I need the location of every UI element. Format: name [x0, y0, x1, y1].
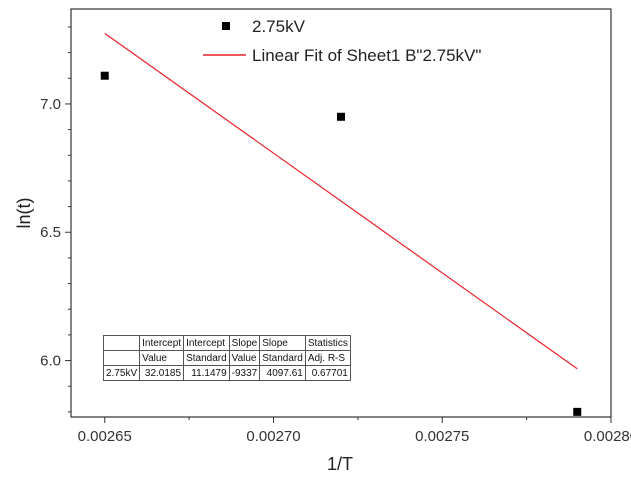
table-cell [102, 335, 141, 351]
plot-frame [70, 8, 612, 418]
x-axis-title: 1/T [327, 454, 353, 474]
x-tick-label: 0.00280 [584, 428, 631, 445]
legend-label-scatter: 2.75kV [252, 17, 306, 36]
table-cell: 32.0185 [139, 365, 185, 381]
table-cell: Adj. R-S [304, 350, 351, 366]
table-row: 2.75kV 32.0185 11.1479 -9337 4097.61 0.6… [102, 365, 351, 381]
legend-marker-scatter [222, 22, 230, 30]
data-point [100, 71, 109, 80]
data-point [573, 407, 582, 416]
data-point [337, 112, 345, 121]
table-cell: Statistics [304, 335, 351, 351]
linear-fit-line [104, 32, 578, 370]
axis-ticks [65, 26, 612, 423]
table-cell: 2.75kV [102, 365, 141, 381]
table-cell: 11.1479 [183, 365, 230, 381]
y-axis-title: ln(t) [14, 198, 34, 229]
table-cell: Intercept [139, 335, 185, 351]
fit-line-layer [104, 32, 578, 370]
tick-labels: 0.00265 0.00270 0.00275 0.00280 6.0 6.5 7.0 [40, 96, 631, 445]
table-header-row: Value Standard Value Standard Adj. R-S [102, 350, 351, 366]
table-cell: Value [139, 350, 185, 366]
table-cell: Slope [259, 335, 306, 351]
fit-statistics-table: Intercept Intercept Slope Slope Statisti… [102, 335, 351, 381]
table-cell: -9337 [228, 365, 261, 381]
table-cell [102, 350, 141, 366]
legend: 2.75kV Linear Fit of Sheet1 B"2.75kV" [203, 17, 481, 65]
y-tick-label: 7.0 [40, 96, 61, 113]
x-tick-label: 0.00265 [78, 428, 132, 445]
table-cell: Standard [259, 350, 306, 366]
table-cell: Value [228, 350, 261, 366]
table-cell: Slope [228, 335, 261, 351]
x-tick-label: 0.00270 [246, 428, 300, 445]
y-tick-label: 6.0 [40, 353, 61, 370]
table-cell: Intercept [183, 335, 230, 351]
scatter-points-layer [100, 71, 582, 416]
legend-label-fit: Linear Fit of Sheet1 B"2.75kV" [252, 46, 481, 65]
table-cell: 0.67701 [304, 365, 351, 381]
table-header-row: Intercept Intercept Slope Slope Statisti… [102, 335, 351, 351]
y-tick-label: 6.5 [40, 224, 61, 241]
x-tick-label: 0.00275 [415, 428, 469, 445]
table-cell: 4097.61 [259, 365, 306, 381]
table-cell: Standard [183, 350, 230, 366]
